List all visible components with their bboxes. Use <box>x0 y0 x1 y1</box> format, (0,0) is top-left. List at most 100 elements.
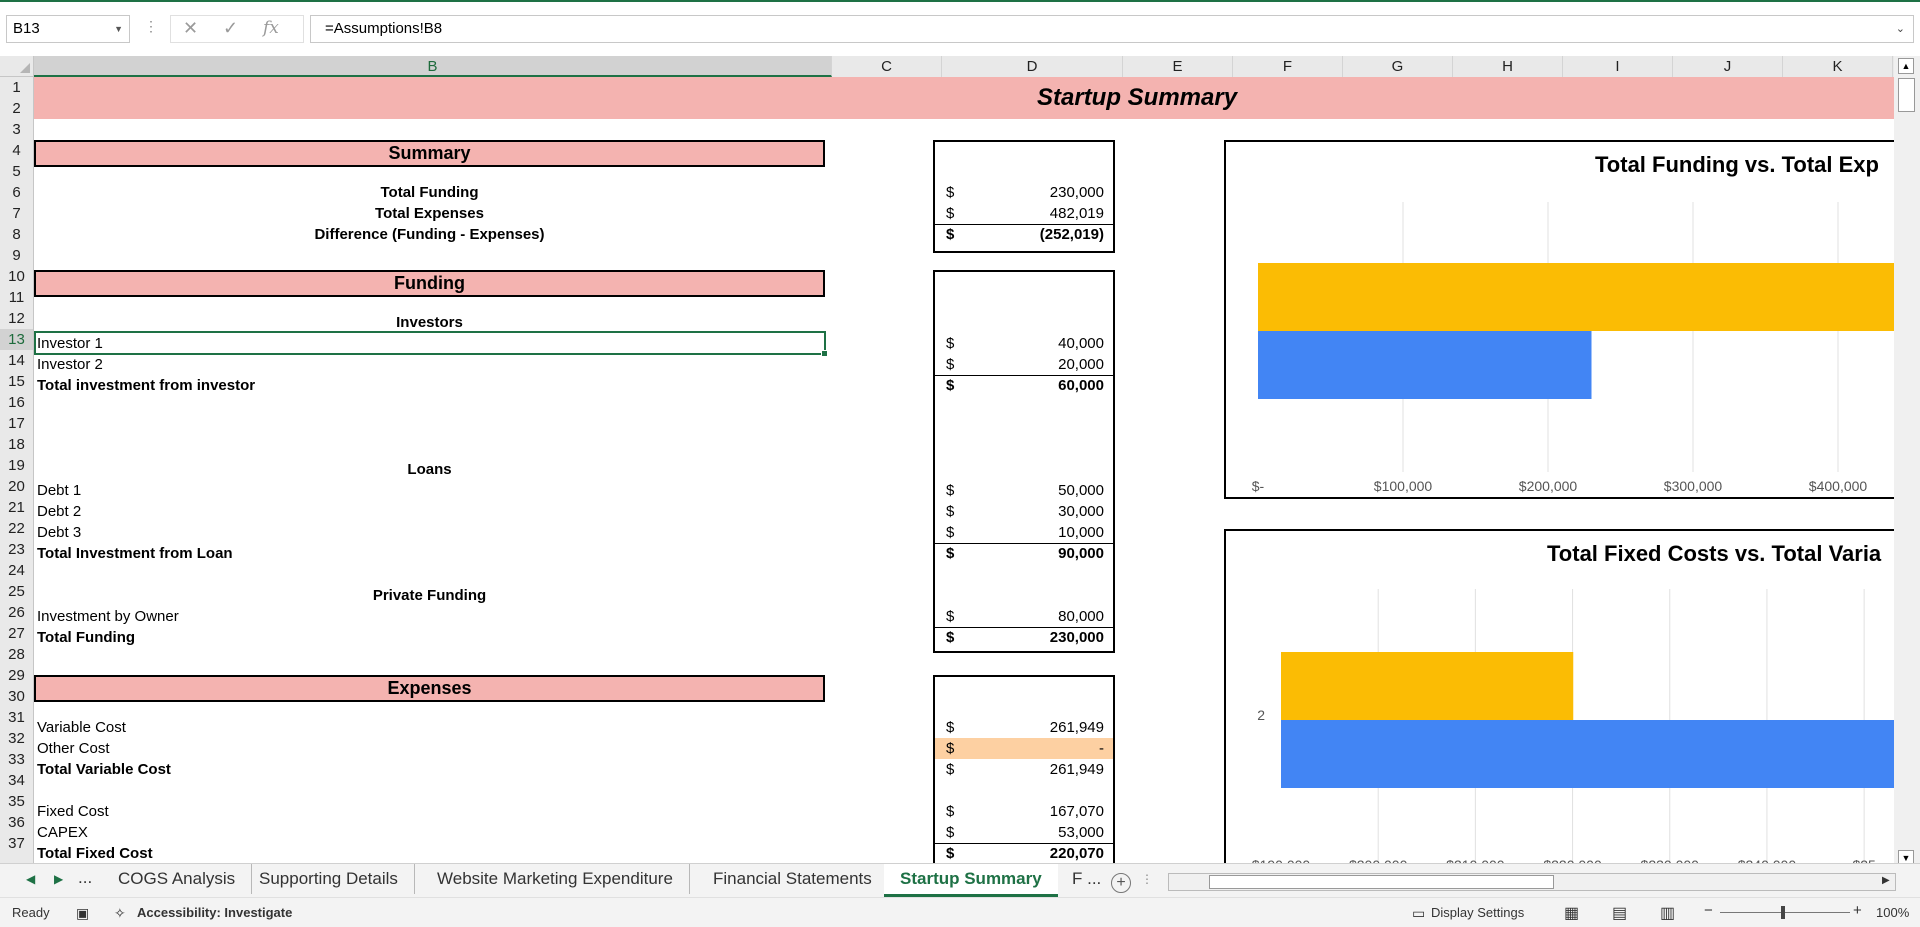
row-header-4[interactable]: 4 <box>12 142 21 159</box>
tab-prev-icon[interactable]: ◀ <box>26 872 36 886</box>
scroll-thumb[interactable] <box>1898 78 1915 112</box>
enter-check-icon[interactable]: ✓ <box>223 18 239 38</box>
row-header-15[interactable]: 15 <box>8 373 25 390</box>
macro-record-icon[interactable]: ▣ <box>76 905 90 921</box>
row-header-30[interactable]: 30 <box>8 688 25 705</box>
insert-function-icon[interactable]: fx <box>263 18 279 38</box>
funding-vs-expenses-chart[interactable]: Total Funding vs. Total Exp $- $100,000 $2… <box>1224 140 1894 499</box>
display-settings-icon[interactable]: ▭ <box>1412 905 1426 921</box>
zoom-slider-thumb[interactable] <box>1781 906 1785 919</box>
debt-3-value: 10,000 <box>1058 524 1104 541</box>
row-header-13[interactable]: 13 <box>0 329 33 350</box>
page-layout-icon[interactable]: ▤ <box>1612 905 1628 922</box>
scroll-thumb[interactable] <box>1209 875 1554 889</box>
active-cell[interactable] <box>34 331 828 357</box>
row-header-9[interactable]: 9 <box>12 247 21 264</box>
column-header-g[interactable]: G <box>1343 56 1453 77</box>
row-header-26[interactable]: 26 <box>8 604 25 621</box>
zoom-level[interactable]: 100% <box>1876 905 1910 920</box>
row-header-19[interactable]: 19 <box>8 457 25 474</box>
row-header-34[interactable]: 34 <box>8 772 25 789</box>
accessibility-icon[interactable]: ✧ <box>114 905 126 921</box>
vertical-scrollbar[interactable]: ▲ ▼ <box>1894 56 1920 870</box>
column-header-f[interactable]: F <box>1233 56 1343 77</box>
chevron-down-icon[interactable]: ▼ <box>114 24 123 34</box>
zoom-slider[interactable] <box>1720 912 1850 913</box>
select-all-button[interactable] <box>0 56 34 77</box>
row-header-25[interactable]: 25 <box>8 583 25 600</box>
x-tick-label: $100,000 <box>1374 478 1433 494</box>
row-header-29[interactable]: 29 <box>8 667 25 684</box>
column-header-k[interactable]: K <box>1783 56 1893 77</box>
row-header-1[interactable]: 1 <box>12 79 21 96</box>
row-header-14[interactable]: 14 <box>8 352 25 369</box>
row-header-12[interactable]: 12 <box>8 310 25 327</box>
row-header-33[interactable]: 33 <box>8 751 25 768</box>
loan-total-label: Total Investment from Loan <box>37 545 233 562</box>
tab-next-icon[interactable]: ▶ <box>54 872 64 886</box>
column-header-c[interactable]: C <box>832 56 942 77</box>
tab-website-marketing-expenditure[interactable]: Website Marketing Expenditure <box>421 864 690 894</box>
more-icon[interactable]: ⋮ <box>144 18 158 34</box>
scroll-right-icon[interactable]: ▶ <box>1882 875 1890 886</box>
row-header-5[interactable]: 5 <box>12 163 21 180</box>
row-header-11[interactable]: 11 <box>8 289 25 306</box>
row-header-8[interactable]: 8 <box>12 226 21 243</box>
tab-more-sheets[interactable]: F ... <box>1072 869 1102 888</box>
row-header-21[interactable]: 21 <box>8 499 25 516</box>
row-header-2[interactable]: 2 <box>12 100 21 117</box>
page-break-preview-icon[interactable]: ▥ <box>1660 905 1676 922</box>
expand-formula-icon[interactable]: ⌄ <box>1895 23 1905 35</box>
row-header-37[interactable]: 37 <box>8 835 25 852</box>
row-header-36[interactable]: 36 <box>8 814 25 831</box>
row-header-27[interactable]: 27 <box>8 625 25 642</box>
column-header-i[interactable]: I <box>1563 56 1673 77</box>
row-header-10[interactable]: 10 <box>8 268 25 285</box>
formula-input[interactable]: =Assumptions!B8 ⌄ <box>310 15 1914 43</box>
normal-view-icon[interactable]: ▦ <box>1564 905 1580 922</box>
name-box[interactable]: B13 ▼ <box>6 15 130 43</box>
column-header-h[interactable]: H <box>1453 56 1563 77</box>
tab-startup-summary[interactable]: Startup Summary <box>884 864 1058 897</box>
row-header-6[interactable]: 6 <box>12 184 21 201</box>
row-header-31[interactable]: 31 <box>8 709 25 726</box>
zoom-out-icon[interactable]: − <box>1704 902 1713 919</box>
currency-symbol: $ <box>946 803 955 820</box>
more-icon[interactable]: ⋮ <box>1141 872 1153 886</box>
row-header-23[interactable]: 23 <box>8 541 25 558</box>
summary-difference-label: Difference (Funding - Expenses) <box>314 226 545 243</box>
row-header-24[interactable]: 24 <box>8 562 25 579</box>
column-header-e[interactable]: E <box>1123 56 1233 77</box>
chart-plot: $190,000 $200,000 $210,000 $220,000 $230,000… <box>1252 589 1894 863</box>
cancel-icon[interactable]: ✕ <box>183 18 199 38</box>
variable-cost-value: 261,949 <box>1049 719 1104 736</box>
row-header-32[interactable]: 32 <box>8 730 25 747</box>
column-header-d[interactable]: D <box>942 56 1123 77</box>
column-header-b[interactable]: B <box>34 56 832 77</box>
add-sheet-icon[interactable]: + <box>1111 873 1131 893</box>
row-header-35[interactable]: 35 <box>8 793 25 810</box>
tab-financial-statements[interactable]: Financial Statements <box>697 864 889 894</box>
scroll-up-icon[interactable]: ▲ <box>1898 58 1914 74</box>
cell-grid[interactable]: Startup Summary Summary Total Funding To… <box>34 77 1894 863</box>
column-header-j[interactable]: J <box>1673 56 1783 77</box>
zoom-in-icon[interactable]: + <box>1853 902 1862 919</box>
row-header-7[interactable]: 7 <box>12 205 21 222</box>
row-header-28[interactable]: 28 <box>8 646 25 663</box>
investor-total-label: Total investment from investor <box>37 377 256 394</box>
horizontal-scrollbar[interactable] <box>1168 873 1896 891</box>
tab-cogs-analysis[interactable]: COGS Analysis <box>102 864 253 894</box>
x-tick-label: $25 <box>1852 857 1876 863</box>
row-header-17[interactable]: 17 <box>8 415 25 432</box>
row-header-22[interactable]: 22 <box>8 520 25 537</box>
row-header-20[interactable]: 20 <box>8 478 25 495</box>
tab-supporting-details[interactable]: Supporting Details <box>243 864 415 894</box>
accessibility-status[interactable]: Accessibility: Investigate <box>137 905 293 920</box>
fixed-vs-variable-chart[interactable]: Total Fixed Costs vs. Total Varia $190,0… <box>1224 529 1894 863</box>
row-header-18[interactable]: 18 <box>8 436 25 453</box>
display-settings-button[interactable]: Display Settings <box>1431 905 1525 920</box>
row-header-16[interactable]: 16 <box>8 394 25 411</box>
summary-header: Summary <box>34 140 825 167</box>
tab-overflow[interactable]: ... <box>78 868 93 887</box>
row-header-3[interactable]: 3 <box>12 121 21 138</box>
